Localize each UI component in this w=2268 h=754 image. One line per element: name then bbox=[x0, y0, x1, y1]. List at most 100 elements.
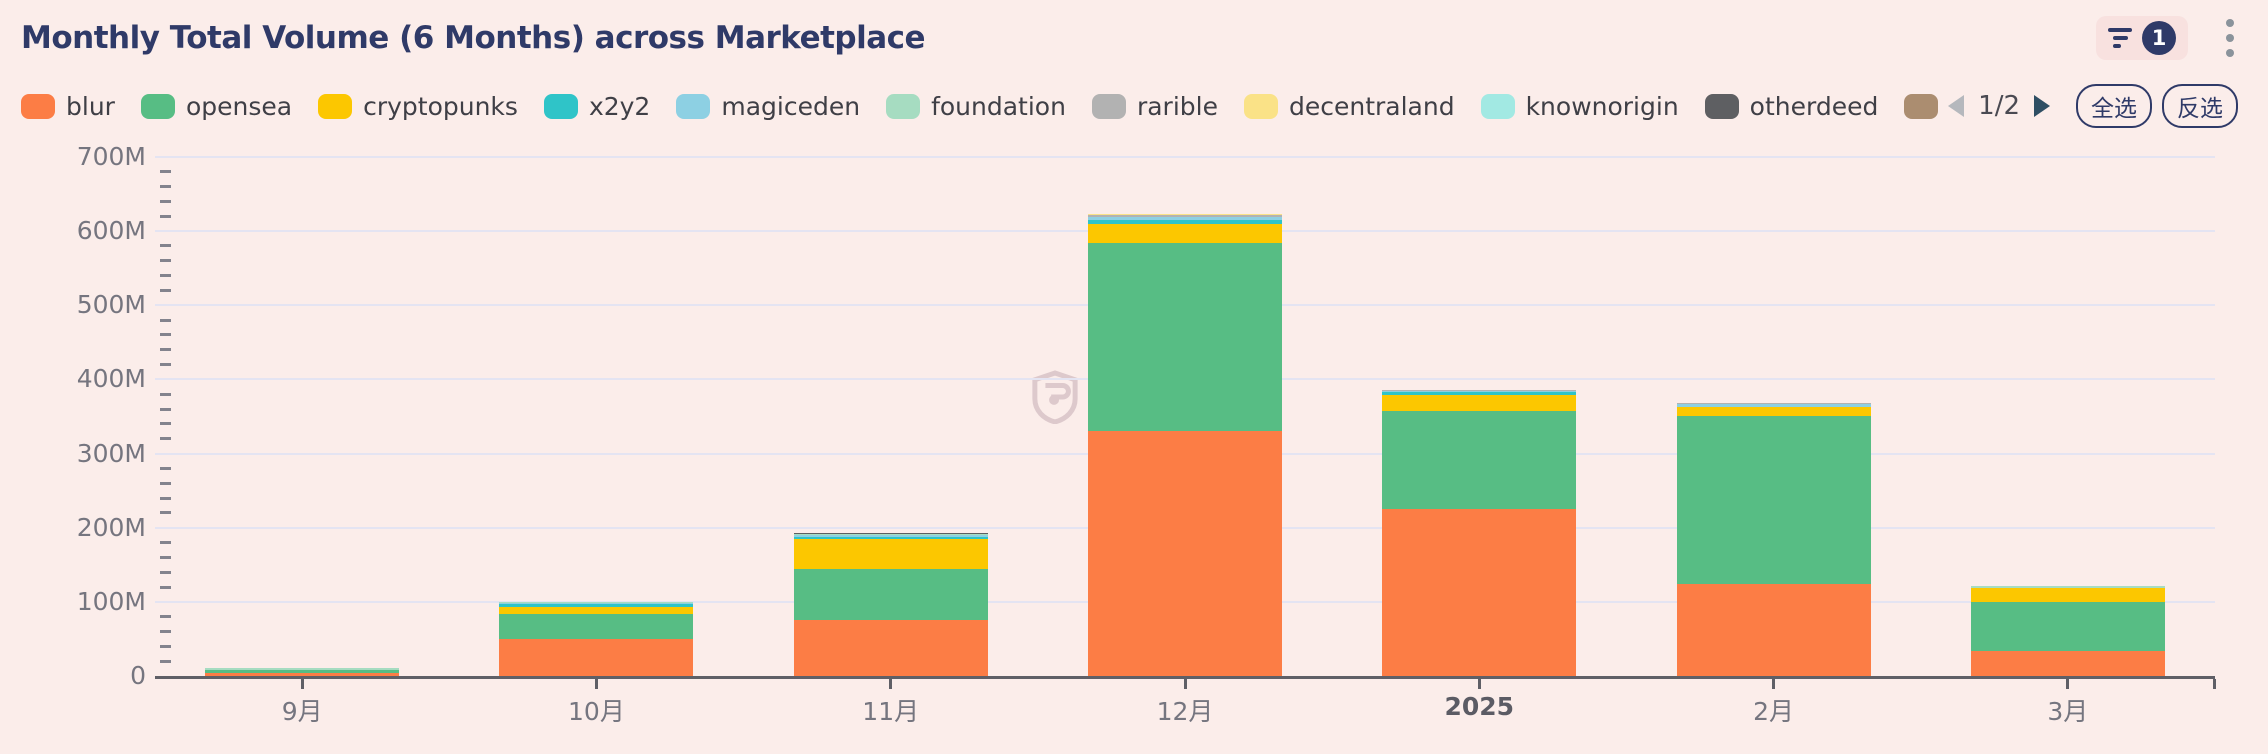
bar-3月[interactable] bbox=[1970, 585, 2165, 676]
bar-segment-blur-12月 bbox=[1088, 430, 1282, 676]
filter-button[interactable]: 1 bbox=[2096, 16, 2188, 60]
bar-segment-blur-2025 bbox=[1382, 509, 1577, 676]
y-axis-label: 200M bbox=[76, 512, 146, 542]
bar-segment-x2y2-2月 bbox=[1676, 406, 1871, 408]
y-axis-minor-tick bbox=[160, 333, 171, 337]
legend-swatch-opensea bbox=[140, 93, 175, 119]
kebab-dot bbox=[2226, 34, 2234, 42]
y-axis-label: 0 bbox=[130, 661, 146, 690]
legend-swatch-blur bbox=[21, 93, 55, 119]
page-title: Monthly Total Volume (6 Months) across M… bbox=[21, 20, 926, 56]
bar-segment-x2y2-10月 bbox=[499, 603, 694, 608]
x-axis-tick bbox=[1183, 679, 1187, 689]
x-axis-tick bbox=[300, 679, 304, 689]
y-axis-minor-tick bbox=[160, 199, 171, 203]
legend-label: rarible bbox=[1136, 91, 1218, 121]
bar-10月[interactable] bbox=[499, 601, 694, 676]
y-axis-minor-tick bbox=[160, 274, 171, 278]
legend-swatch-decentraland bbox=[1243, 93, 1278, 119]
legend-row: blur opensea cryptopunks x2y2 magiceden found… bbox=[21, 84, 2238, 128]
legend-item-item-11[interactable] bbox=[1904, 93, 1940, 119]
x-axis-label: 3月 bbox=[2047, 697, 2089, 726]
y-axis-minor-tick bbox=[160, 555, 171, 559]
bar-segment-foundation-11月 bbox=[793, 534, 988, 536]
header-actions: 1 bbox=[2096, 15, 2242, 61]
bar-segment-blur-10月 bbox=[499, 638, 694, 676]
bar-11月[interactable] bbox=[793, 533, 988, 676]
kebab-dot bbox=[2226, 19, 2234, 27]
legend-item-cryptopunks[interactable]: cryptopunks bbox=[318, 92, 518, 121]
x-axis-label: 9月 bbox=[281, 697, 323, 726]
bar-segment-x2y2-2025 bbox=[1382, 391, 1577, 396]
x-axis-tick bbox=[2066, 679, 2070, 689]
legend-item-foundation[interactable]: foundation bbox=[886, 92, 1066, 121]
filter-count-badge: 1 bbox=[2142, 21, 2176, 55]
legend-next-page-arrow-icon[interactable] bbox=[2034, 95, 2050, 117]
legend-label: blur bbox=[66, 91, 115, 121]
y-axis-minor-tick bbox=[160, 185, 171, 189]
y-axis-minor-tick bbox=[160, 318, 171, 322]
y-axis-minor-tick bbox=[160, 466, 171, 470]
legend-label: opensea bbox=[185, 91, 293, 121]
y-axis-minor-tick bbox=[160, 288, 171, 292]
bar-12月[interactable] bbox=[1088, 213, 1282, 676]
legend-item-decentraland[interactable]: decentraland bbox=[1243, 92, 1455, 121]
bar-2025[interactable] bbox=[1382, 389, 1577, 676]
bar-segment-x2y2-11月 bbox=[793, 536, 988, 539]
bar-segment-cryptopunks-2025 bbox=[1382, 395, 1577, 412]
y-axis-minor-tick bbox=[160, 363, 171, 367]
kebab-dot bbox=[2226, 49, 2234, 57]
bar-segment-opensea-12月 bbox=[1088, 243, 1282, 431]
y-axis-minor-tick bbox=[160, 615, 171, 619]
legend-item-x2y2[interactable]: x2y2 bbox=[543, 91, 651, 121]
bar-segment-foundation-12月 bbox=[1088, 216, 1282, 218]
legend-label: cryptopunks bbox=[363, 91, 518, 121]
legend-item-magiceden[interactable]: magiceden bbox=[676, 92, 860, 121]
x-axis-label: 10月 bbox=[568, 697, 625, 726]
legend-prev-page-arrow-icon[interactable] bbox=[1948, 95, 1965, 117]
legend-label: foundation bbox=[931, 91, 1066, 121]
bar-segment-blur-3月 bbox=[1970, 650, 2165, 676]
y-axis-minor-tick bbox=[160, 407, 171, 411]
bar-segment-rarible-2月 bbox=[1676, 403, 1871, 404]
y-axis-label: 500M bbox=[76, 290, 146, 320]
y-axis-minor-tick bbox=[160, 348, 171, 352]
filter-icon bbox=[2108, 28, 2132, 48]
bar-segment-blur-11月 bbox=[793, 619, 988, 676]
y-axis-minor-tick bbox=[160, 481, 171, 485]
legend-swatch-item-11 bbox=[1904, 93, 1939, 119]
gridline-700 bbox=[155, 156, 2215, 158]
legend-swatch-knownorigin bbox=[1480, 93, 1515, 119]
legend-label: magiceden bbox=[721, 91, 861, 121]
bar-2月[interactable] bbox=[1676, 402, 1871, 676]
bar-segment-cryptopunks-10月 bbox=[499, 607, 694, 615]
legend-item-knownorigin[interactable]: knownorigin bbox=[1480, 91, 1679, 121]
y-axis-minor-tick bbox=[160, 170, 171, 174]
legend-item-blur[interactable]: blur bbox=[21, 92, 115, 121]
legend-item-opensea[interactable]: opensea bbox=[140, 91, 293, 121]
x-axis-label: 11月 bbox=[862, 697, 920, 726]
header: Monthly Total Volume (6 Months) across M… bbox=[21, 12, 2242, 64]
y-axis-minor-tick bbox=[160, 570, 171, 574]
bar-segment-opensea-2025 bbox=[1382, 411, 1577, 510]
legend-items: blur opensea cryptopunks x2y2 magiceden found… bbox=[21, 92, 1940, 121]
bar-9月[interactable] bbox=[205, 668, 400, 676]
x-axis-tick bbox=[889, 679, 893, 689]
y-axis-minor-tick bbox=[160, 644, 171, 648]
legend-item-rarible[interactable]: rarible bbox=[1091, 91, 1218, 121]
bar-segment-opensea-10月 bbox=[499, 614, 694, 639]
kebab-menu-button[interactable] bbox=[2218, 15, 2242, 61]
y-axis-minor-tick bbox=[160, 496, 171, 500]
legend-label: knownorigin bbox=[1525, 91, 1679, 121]
invert-selection-button[interactable]: 反选 bbox=[2162, 84, 2238, 128]
select-all-button[interactable]: 全选 bbox=[2076, 84, 2152, 128]
legend-label: x2y2 bbox=[588, 91, 651, 121]
legend-label: otherdeed bbox=[1749, 91, 1879, 121]
bar-segment-cryptopunks-2月 bbox=[1676, 407, 1871, 416]
y-axis-minor-tick bbox=[160, 422, 171, 426]
x-axis-tick bbox=[1477, 679, 1481, 689]
legend-swatch-magiceden bbox=[676, 93, 711, 119]
legend-item-otherdeed[interactable]: otherdeed bbox=[1704, 91, 1879, 121]
x-axis-label: 2月 bbox=[1753, 697, 1795, 726]
